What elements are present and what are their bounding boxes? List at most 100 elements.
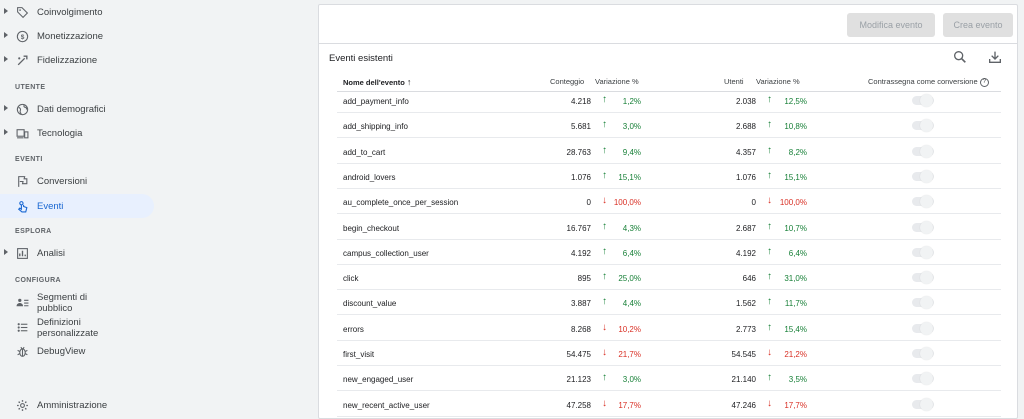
table-row[interactable]: begin_checkout 16.767 ↑ 4,3% 2.687 ↑ 10,7% — [337, 215, 1001, 240]
toggle-knob — [920, 144, 933, 158]
event-users: 54.545 — [731, 350, 756, 359]
conversion-toggle[interactable] — [912, 271, 934, 285]
event-name[interactable]: au_complete_once_per_session — [343, 198, 459, 208]
section-title-utente: UTENTE — [15, 84, 46, 91]
conversion-toggle[interactable] — [912, 372, 934, 386]
column-header-count[interactable]: Conteggio — [550, 77, 585, 86]
arrow-down-icon: ↓ — [767, 195, 772, 207]
sidebar-item-label: Definizioni personalizzate — [37, 317, 98, 339]
conversion-toggle[interactable] — [912, 119, 934, 133]
sidebar-item-debugview[interactable]: DebugView — [0, 339, 154, 363]
event-count-change: 25,0% — [618, 274, 641, 284]
conversion-toggle[interactable] — [912, 195, 934, 209]
header-divider — [337, 91, 1001, 92]
event-count-change: 9,4% — [622, 147, 641, 157]
event-name[interactable]: add_shipping_info — [343, 122, 408, 132]
event-name[interactable]: campus_collection_user — [343, 248, 429, 258]
sidebar-item-conversioni[interactable]: Conversioni — [0, 169, 154, 193]
sidebar-item-analisi[interactable]: Analisi — [0, 241, 154, 265]
event-count: 16.767 — [566, 223, 591, 233]
sidebar-item-label: Tecnologia — [37, 127, 83, 139]
table-row[interactable]: errors 8.268 ↓ 10,2% 2.773 ↑ 15,4% — [337, 316, 1001, 341]
table-row[interactable]: add_shipping_info 5.681 ↑ 3,0% 2.688 ↑ 10,8% — [337, 113, 1001, 139]
arrow-up-icon: ↑ — [767, 169, 772, 181]
sidebar-item-amministrazione[interactable]: Amministrazione — [0, 393, 154, 417]
toggle-knob — [920, 296, 933, 310]
sidebar-item-segmenti-di-pubblico[interactable]: Segmenti di pubblico — [0, 290, 154, 316]
event-count: 3.887 — [570, 299, 591, 309]
event-name[interactable]: first_visit — [343, 350, 375, 359]
conversion-toggle[interactable] — [912, 220, 934, 234]
column-header-users-change[interactable]: Variazione % — [756, 77, 800, 86]
arrow-up-icon: ↑ — [767, 296, 772, 308]
event-count-change: 4,3% — [622, 223, 641, 233]
help-icon[interactable]: ? — [979, 77, 989, 87]
sidebar-item-fidelizzazione[interactable]: Fidelizzazione — [0, 48, 154, 72]
arrow-up-icon: ↑ — [767, 119, 772, 131]
sidebar-item-dati-demografici[interactable]: Dati demografici — [0, 97, 154, 121]
sidebar-item-definizioni-personalizzate[interactable]: Definizioni personalizzate — [0, 315, 154, 341]
conversion-toggle[interactable] — [912, 144, 934, 158]
caret-right-icon — [4, 105, 8, 111]
sidebar-item-tecnologia[interactable]: Tecnologia — [0, 121, 154, 145]
event-name[interactable]: new_recent_active_user — [343, 400, 430, 410]
audience-icon — [15, 295, 29, 309]
event-count: 54.475 — [566, 350, 591, 359]
event-name[interactable]: add_to_cart — [343, 147, 386, 157]
table-row[interactable]: new_engaged_user 21.123 ↑ 3,0% 21.140 ↑ 3,5% — [337, 366, 1001, 392]
card-header: Eventi esistenti — [319, 43, 1017, 70]
event-users: 646 — [742, 274, 756, 284]
touch-icon — [15, 199, 29, 213]
column-header-conversion: Contrassegna come conversione ? — [868, 77, 989, 87]
event-name[interactable]: begin_checkout — [343, 223, 400, 233]
search-icon[interactable] — [952, 49, 968, 65]
event-name[interactable]: click — [343, 274, 359, 284]
table-row[interactable]: click 895 ↑ 25,0% 646 ↑ 31,0% — [337, 265, 1001, 291]
event-users: 1.562 — [735, 299, 756, 309]
table-row[interactable]: add_payment_info 4.218 ↑ 1,2% 2.038 ↑ 12,5% — [337, 88, 1001, 113]
devices-icon — [15, 126, 29, 140]
arrow-up-icon: ↑ — [767, 245, 772, 257]
event-name[interactable]: new_engaged_user — [343, 375, 414, 385]
table-row[interactable]: new_recent_active_user 47.258 ↓ 17,7% 47.246… — [337, 392, 1001, 417]
conversion-toggle[interactable] — [912, 296, 934, 310]
conversion-toggle[interactable] — [912, 347, 934, 360]
toggle-knob — [920, 347, 933, 360]
toggle-knob — [920, 94, 933, 107]
conversion-toggle[interactable] — [912, 169, 934, 183]
sidebar-item-monetizzazione[interactable]: $ Monetizzazione — [0, 24, 154, 48]
table-row[interactable]: add_to_cart 28.763 ↑ 9,4% 4.357 ↑ 8,2% — [337, 139, 1001, 164]
arrow-up-icon: ↑ — [602, 372, 607, 384]
event-name[interactable]: android_lovers — [343, 172, 396, 182]
column-header-users[interactable]: Utenti — [724, 77, 744, 86]
event-users-change: 11,7% — [784, 299, 807, 309]
table-row[interactable]: campus_collection_user 4.192 ↑ 6,4% 4.192 ↑ 6,… — [337, 240, 1001, 265]
column-header-count-change[interactable]: Variazione % — [595, 77, 639, 86]
label-line-2: personalizzate — [37, 328, 99, 339]
column-header-event-name[interactable]: Nome dell'evento ↑ — [343, 77, 411, 87]
table-row[interactable]: discount_value 3.887 ↑ 4,4% 1.562 ↑ 11,7% — [337, 290, 1001, 316]
conversion-toggle[interactable] — [912, 321, 934, 335]
arrow-up-icon: ↑ — [767, 220, 772, 232]
event-name[interactable]: add_payment_info — [343, 97, 409, 106]
sidebar-item-eventi[interactable]: Eventi — [0, 194, 154, 218]
sidebar-item-coinvolgimento[interactable]: Coinvolgimento — [0, 0, 154, 24]
event-name[interactable]: discount_value — [343, 299, 397, 309]
conversion-toggle[interactable] — [912, 245, 934, 259]
event-users: 1.076 — [735, 172, 756, 182]
event-count: 1.076 — [570, 172, 591, 182]
download-icon[interactable] — [987, 49, 1003, 65]
section-title-configura: CONFIGURA — [15, 277, 61, 284]
create-event-button[interactable]: Crea evento — [943, 13, 1013, 37]
conversion-toggle[interactable] — [912, 397, 934, 411]
table-row[interactable]: au_complete_once_per_session 0 ↓ 100,0% 0 ↓ 10… — [337, 189, 1001, 215]
arrow-up-icon: ↑ — [602, 119, 607, 131]
edit-event-button[interactable]: Modifica evento — [847, 13, 935, 37]
table-header: Nome dell'evento ↑ Conteggio Variazione … — [319, 70, 1017, 92]
table-row[interactable]: android_lovers 1.076 ↑ 15,1% 1.076 ↑ 15,1% — [337, 164, 1001, 189]
conversion-toggle[interactable] — [912, 94, 934, 107]
event-users: 21.140 — [731, 375, 756, 385]
table-row[interactable]: first_visit 54.475 ↓ 21,7% 54.545 ↓ 21,2% — [337, 341, 1001, 366]
label-line-1: Segmenti di — [37, 292, 88, 303]
event-name[interactable]: errors — [343, 324, 364, 334]
